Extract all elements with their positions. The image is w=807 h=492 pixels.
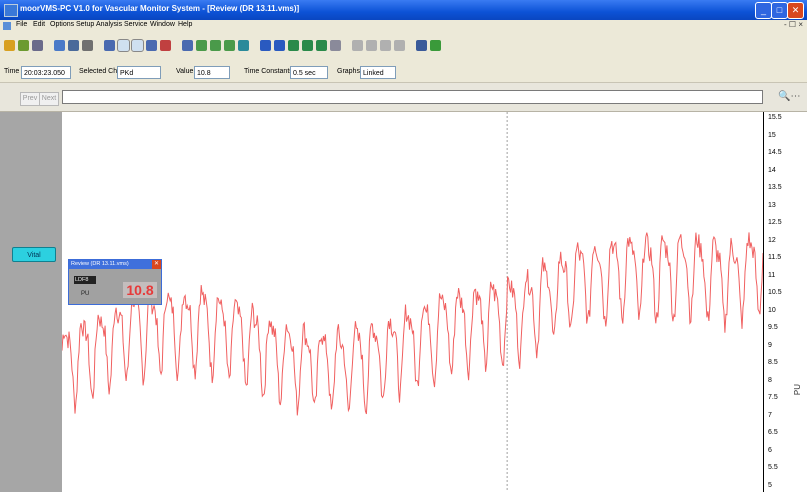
- time-field[interactable]: 20:03:23.050: [21, 66, 71, 79]
- menu-window[interactable]: Window: [150, 21, 175, 28]
- panel-close-icon[interactable]: ✕: [152, 260, 161, 269]
- menu-service[interactable]: Service: [124, 21, 148, 28]
- printer-icon[interactable]: [416, 40, 427, 51]
- graphs-field[interactable]: Linked: [360, 66, 396, 79]
- menu-help[interactable]: Help: [178, 21, 193, 28]
- axis-tick-label: 14: [768, 166, 776, 174]
- menu-analysis[interactable]: Analysis: [96, 21, 123, 28]
- trace-svg: [62, 112, 763, 492]
- compress-icon[interactable]: [182, 40, 193, 51]
- menu-bar: File Edit Options Setup Analysis Service…: [0, 20, 807, 32]
- axis-tick-label: 8: [768, 376, 772, 384]
- axis-tick-label: 13.5: [768, 184, 782, 191]
- data-icon[interactable]: [18, 40, 29, 51]
- axis-tick-label: 6: [768, 446, 772, 454]
- selected-channel-field[interactable]: PKd: [117, 66, 161, 79]
- axis-tick-label: 15.5: [768, 114, 782, 121]
- channel-value-readout: 10.8: [123, 282, 157, 298]
- archive-icon[interactable]: [32, 40, 43, 51]
- trace-icon[interactable]: [104, 40, 115, 51]
- title-bar: moorVMS-PC V1.0 for Vascular Monitor Sys…: [0, 0, 807, 20]
- calc-icon[interactable]: [394, 40, 405, 51]
- display-icon[interactable]: [54, 40, 65, 51]
- flow-scale-icon[interactable]: [330, 40, 341, 51]
- navigation-bar: Prev Next 🔍⋯: [0, 83, 807, 112]
- document-icon: [3, 22, 11, 30]
- value-label: Value: [176, 68, 194, 75]
- close-button[interactable]: ✕: [787, 2, 804, 19]
- axis-tick-label: 6.5: [768, 429, 778, 436]
- axis-tick-label: 11: [768, 271, 776, 279]
- time-constants-field[interactable]: 0.5 sec: [290, 66, 328, 79]
- menu-setup[interactable]: Setup: [76, 21, 95, 28]
- menu-edit[interactable]: Edit: [33, 21, 46, 28]
- prev-button[interactable]: Prev: [20, 92, 40, 106]
- status-fields: Time 20:03:23.050 Selected Ch PKd Value …: [0, 62, 807, 83]
- axis-tick-label: 10.5: [768, 289, 782, 296]
- time-scroll-bar[interactable]: [62, 90, 763, 104]
- to-icon[interactable]: [260, 40, 271, 51]
- graphs-label: Graphs: [337, 68, 360, 75]
- channel-value-panel[interactable]: Review (DR 13.11.vms) ✕ LDF8 PU 10.8: [68, 259, 162, 305]
- axis-tick-label: 13: [768, 201, 776, 209]
- axis-tick-label: 11.5: [768, 254, 782, 261]
- value-field[interactable]: 10.8: [194, 66, 230, 79]
- marker-icon[interactable]: [146, 40, 157, 51]
- zoom-out-icon[interactable]: [196, 40, 207, 51]
- selected-channel-label: Selected Ch: [79, 68, 118, 75]
- axis-tick-label: 7: [768, 411, 772, 419]
- zoom-in-icon[interactable]: [210, 40, 221, 51]
- trace-plot[interactable]: [62, 112, 763, 492]
- grid-icon[interactable]: [366, 40, 377, 51]
- axis-tick-label: 9: [768, 341, 772, 349]
- globe-icon[interactable]: [430, 40, 441, 51]
- axis-unit-label: PU: [793, 383, 803, 396]
- maximize-button[interactable]: □: [771, 2, 788, 19]
- axis-tick-label: 12: [768, 236, 776, 244]
- list-icon[interactable]: [68, 40, 79, 51]
- gear-icon[interactable]: [4, 40, 15, 51]
- axis-tick-label: 5: [768, 481, 772, 489]
- axis-tick-label: 14.5: [768, 149, 782, 156]
- print-icon[interactable]: [82, 40, 93, 51]
- zoom-region-icon[interactable]: [224, 40, 235, 51]
- panel-title[interactable]: Review (DR 13.11.vms): [69, 260, 161, 269]
- flow-marker-icon[interactable]: [288, 40, 299, 51]
- next-button[interactable]: Next: [39, 92, 59, 106]
- axis-tick-label: 7.5: [768, 394, 778, 401]
- table-icon[interactable]: [380, 40, 391, 51]
- menu-options[interactable]: Options: [50, 21, 75, 28]
- channel-sidebar: Vital: [0, 112, 62, 492]
- tc-icon[interactable]: [274, 40, 285, 51]
- time-label: Time: [4, 68, 20, 75]
- axis-tick-label: 5.5: [768, 464, 778, 471]
- window-title: moorVMS-PC V1.0 for Vascular Monitor Sys…: [20, 4, 300, 13]
- toolbar: [0, 32, 807, 62]
- app-icon: [4, 4, 18, 17]
- trace-split-icon[interactable]: [131, 39, 144, 52]
- menu-file[interactable]: File: [16, 21, 28, 28]
- flow-compare-icon[interactable]: [316, 40, 327, 51]
- mdi-window-controls[interactable]: - ☐ ×: [784, 20, 803, 29]
- channel-unit: PU: [81, 291, 90, 297]
- ldf-trace: [62, 232, 763, 416]
- axis-tick-label: 9.5: [768, 324, 778, 331]
- y-axis: PU 15.5 15 14.5 14 13.5 13 12.5 12 11.5 11 10.5 10 9…: [763, 112, 807, 492]
- time-constants-label: Time Constants: [244, 68, 293, 75]
- arrow-down-icon[interactable]: [238, 40, 249, 51]
- vital-channel-button[interactable]: Vital: [12, 247, 56, 262]
- axis-tick-label: 10: [768, 306, 776, 314]
- axis-tick-label: 8.5: [768, 359, 778, 366]
- axis-tick-label: 12.5: [768, 219, 782, 226]
- page-icon[interactable]: [352, 40, 363, 51]
- scale-icon[interactable]: [160, 40, 171, 51]
- axis-tick-label: 15: [768, 131, 776, 139]
- binoculars-icon[interactable]: 🔍⋯: [778, 91, 801, 102]
- flow-marker-icon[interactable]: [302, 40, 313, 51]
- channel-tag: LDF8: [74, 276, 96, 284]
- minimize-button[interactable]: _: [755, 2, 772, 19]
- trace-overlay-icon[interactable]: [117, 39, 130, 52]
